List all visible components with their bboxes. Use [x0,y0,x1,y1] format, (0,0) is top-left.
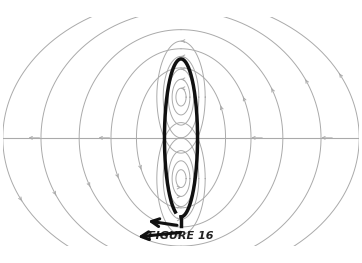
Text: FIGURE 16: FIGURE 16 [148,231,214,241]
